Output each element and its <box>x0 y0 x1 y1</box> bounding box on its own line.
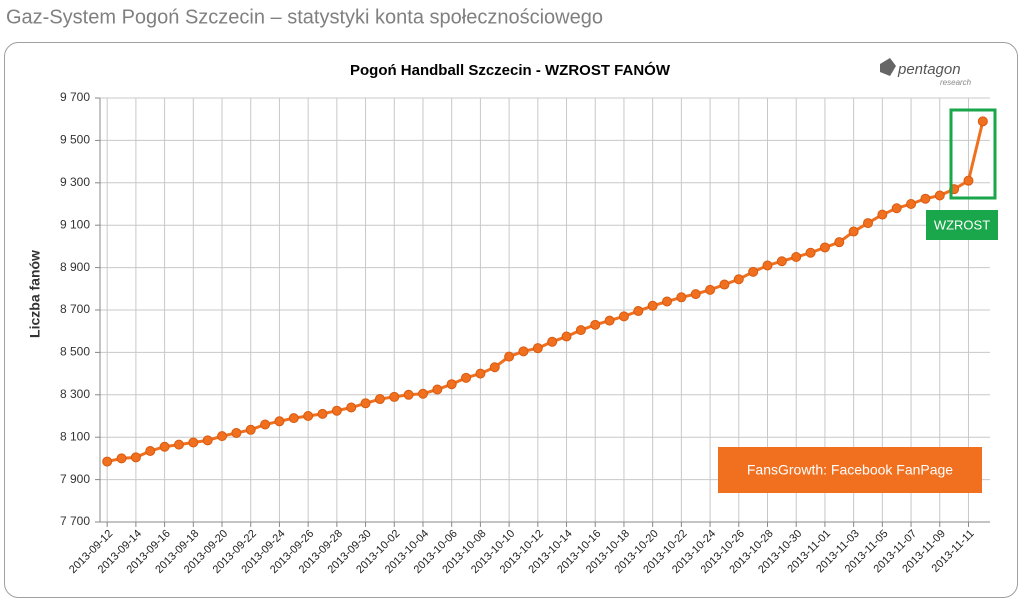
point <box>173 439 184 450</box>
point <box>188 437 199 448</box>
point <box>776 256 787 267</box>
logo-tagline: research <box>940 78 972 87</box>
point <box>561 331 572 342</box>
point <box>662 296 673 307</box>
point <box>231 427 242 438</box>
point <box>977 116 988 127</box>
point <box>633 306 644 317</box>
point <box>116 453 127 464</box>
logo-icon <box>880 58 896 76</box>
point <box>461 372 472 383</box>
point <box>389 391 400 402</box>
page-title: Gaz-System Pogoń Szczecin – statystyki k… <box>6 6 603 28</box>
point <box>963 175 974 186</box>
logo-name: pentagon <box>897 61 961 78</box>
point <box>432 384 443 395</box>
annotation: WZROST <box>934 217 990 232</box>
point <box>504 351 515 362</box>
point <box>303 411 314 421</box>
point <box>690 289 701 300</box>
point <box>260 419 271 430</box>
point <box>647 300 658 311</box>
point <box>288 413 299 424</box>
y-tick-label: 9 500 <box>60 133 90 147</box>
y-tick-label: 8 700 <box>60 302 90 316</box>
point <box>934 190 945 201</box>
y-tick-label: 9 300 <box>60 175 90 189</box>
y-tick-label: 8 300 <box>60 387 90 401</box>
point <box>159 441 170 452</box>
point <box>360 398 371 409</box>
y-tick-label: 8 900 <box>60 260 90 274</box>
y-tick-label: 9 100 <box>60 217 90 231</box>
point <box>202 435 213 446</box>
point <box>532 343 543 354</box>
point <box>791 252 802 262</box>
y-tick-label: 8 100 <box>60 429 90 443</box>
point <box>145 445 156 456</box>
point <box>906 199 917 209</box>
point <box>891 203 902 214</box>
y-tick-label: 7 700 <box>60 514 90 528</box>
y-tick-label: 8 500 <box>60 345 90 359</box>
point <box>762 260 773 271</box>
point <box>547 336 558 347</box>
point <box>719 279 730 290</box>
point <box>676 292 687 303</box>
point <box>102 456 113 467</box>
annotation: FansGrowth: Facebook FanPage <box>747 462 953 478</box>
chart-frame <box>4 42 1018 598</box>
point <box>705 284 716 295</box>
point <box>417 388 428 399</box>
point <box>590 319 601 330</box>
point <box>518 346 529 357</box>
point <box>748 266 759 277</box>
point <box>819 242 830 253</box>
point <box>575 325 586 336</box>
chart-title: Pogoń Handball Szczecin - WZROST FANÓW <box>350 61 671 79</box>
point <box>834 237 845 248</box>
y-tick-label: 7 900 <box>60 472 90 486</box>
point <box>848 226 859 237</box>
point <box>274 416 285 427</box>
point <box>331 405 342 416</box>
point <box>446 379 457 390</box>
annotation-box <box>926 210 998 240</box>
point <box>374 394 385 405</box>
y-tick-label: 9 700 <box>60 90 90 104</box>
annotation-box <box>718 447 982 493</box>
point <box>877 209 888 220</box>
y-axis-label: Liczba fanów <box>27 250 43 338</box>
point <box>217 431 228 442</box>
point <box>733 274 744 285</box>
point <box>317 408 328 419</box>
point <box>346 402 357 413</box>
point <box>489 362 500 373</box>
point <box>618 311 629 322</box>
point <box>475 368 486 379</box>
point <box>403 389 414 400</box>
highlight-box <box>949 108 997 200</box>
point <box>604 315 615 326</box>
point <box>245 424 256 435</box>
point <box>805 247 816 258</box>
point <box>130 452 141 463</box>
point <box>862 218 873 229</box>
point <box>920 193 931 204</box>
